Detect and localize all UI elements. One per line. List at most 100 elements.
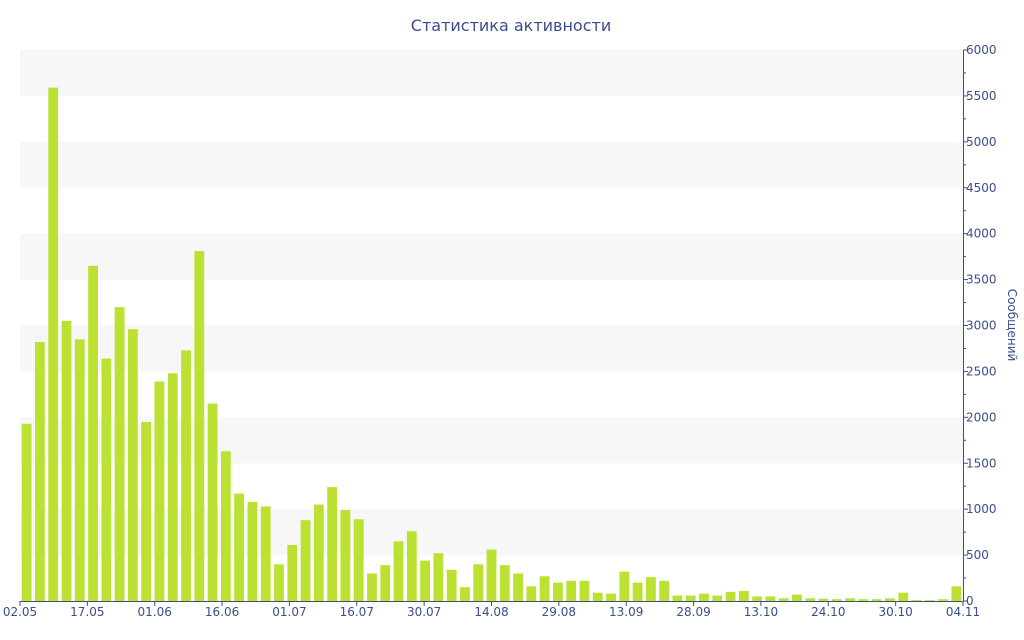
bar (632, 582, 643, 601)
y-tick-label: 2000 (966, 410, 997, 424)
y-tick-label: 0 (966, 594, 974, 608)
bar (353, 519, 364, 601)
bar (194, 251, 205, 601)
bar (579, 580, 590, 601)
bar (606, 593, 616, 601)
x-tick-label: 01.06 (138, 605, 172, 619)
bar (792, 594, 802, 601)
bar (367, 573, 377, 601)
y-tick-label: 5000 (966, 135, 997, 149)
bar (778, 598, 789, 601)
bar (274, 564, 284, 601)
bar (460, 587, 470, 601)
x-tick-label: 13.10 (744, 605, 778, 619)
bar (924, 600, 935, 601)
x-tick-label: 29.08 (542, 605, 576, 619)
bar (712, 595, 723, 601)
bar (88, 265, 98, 601)
bar (805, 598, 816, 601)
bar (234, 493, 245, 601)
bar (566, 580, 577, 601)
x-tick-label: 04.11 (946, 605, 980, 619)
bar (127, 329, 138, 601)
x-tick-label: 24.10 (811, 605, 845, 619)
grid-band (20, 233, 963, 280)
bar (526, 586, 537, 601)
x-axis: 02.05 17.05 01.06 16.06 01.07 16.07 30.07 14.08… (3, 601, 980, 619)
y-tick-label: 3500 (966, 273, 997, 287)
bar (831, 599, 842, 601)
bar (951, 586, 962, 601)
bar (725, 591, 736, 601)
bar (101, 358, 112, 601)
bar (380, 565, 391, 601)
y-tick-label: 6000 (966, 43, 997, 57)
x-tick-label: 30.10 (878, 605, 912, 619)
x-tick-label: 14.08 (474, 605, 508, 619)
bar (473, 564, 484, 601)
bar (167, 373, 178, 601)
y-tick-label: 5500 (966, 89, 997, 103)
bar (911, 600, 922, 601)
x-tick-label: 16.07 (340, 605, 374, 619)
bar (938, 599, 948, 601)
bar (260, 506, 271, 601)
bar (114, 307, 125, 601)
bar (154, 381, 165, 601)
bar (61, 320, 72, 601)
bar (141, 421, 152, 601)
x-tick-label: 16.06 (205, 605, 239, 619)
y-tick-label: 3000 (966, 319, 997, 333)
bar (21, 423, 32, 601)
bar (327, 487, 338, 601)
bar (552, 582, 563, 601)
y-tick-label: 2500 (966, 364, 997, 378)
bar (486, 549, 497, 601)
y-axis-title: Сообщений (1005, 289, 1019, 362)
bar (672, 595, 683, 601)
bar (752, 596, 763, 601)
bar (513, 573, 523, 601)
y-tick-label: 4000 (966, 227, 997, 241)
bar (645, 577, 656, 601)
bar (699, 593, 709, 601)
grid-band (20, 50, 963, 96)
x-tick-label: 01.07 (272, 605, 306, 619)
x-tick-label: 30.07 (407, 605, 441, 619)
x-tick-label: 17.05 (70, 605, 104, 619)
y-tick-label: 1500 (966, 456, 997, 470)
x-tick-label: 02.05 (3, 605, 37, 619)
bar (539, 576, 550, 601)
bar (74, 339, 85, 601)
bar (446, 569, 457, 601)
bar (871, 599, 882, 601)
y-tick-label: 4500 (966, 181, 997, 195)
bar (48, 87, 59, 601)
bar (406, 531, 417, 601)
bar (659, 580, 670, 601)
bar (499, 565, 510, 601)
x-tick-label: 13.09 (609, 605, 643, 619)
x-tick-label: 28.09 (676, 605, 710, 619)
bar (898, 592, 909, 601)
bar-series (21, 87, 962, 601)
bar (858, 599, 869, 601)
bar (765, 596, 776, 601)
bar (300, 520, 311, 601)
bar (420, 560, 431, 601)
y-axis: 0 500 1000 1500 2000 2500 3000 3500 4000 4500 5000… (963, 43, 997, 608)
bar (845, 598, 856, 601)
y-tick-label: 1000 (966, 502, 997, 516)
bar (340, 510, 351, 601)
bar (287, 544, 298, 601)
bar (592, 592, 603, 601)
bar (818, 598, 829, 601)
bar (685, 595, 696, 601)
bar (885, 598, 895, 601)
bar (313, 504, 324, 601)
bar (35, 342, 45, 601)
bar (738, 590, 749, 601)
grid-band (20, 325, 963, 372)
